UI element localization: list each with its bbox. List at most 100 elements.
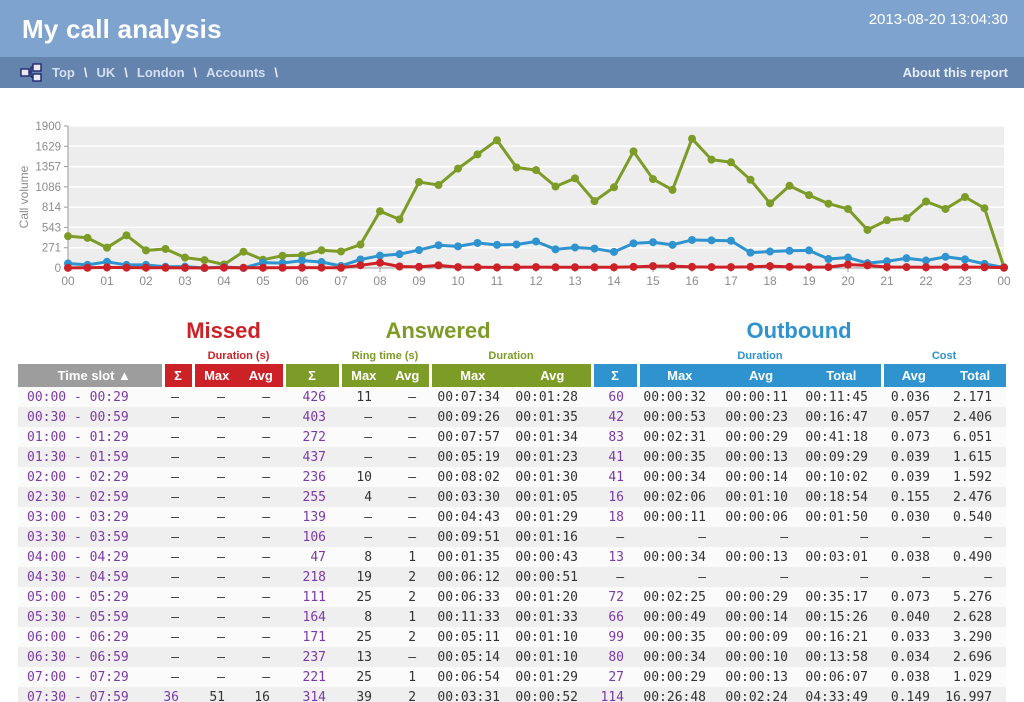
svg-text:01: 01 xyxy=(100,274,114,288)
column-missed-sum[interactable]: Σ xyxy=(163,364,193,387)
column-outbound-sum[interactable]: Σ xyxy=(592,364,638,387)
breadcrumb-link[interactable]: Accounts xyxy=(206,65,265,80)
time-slot-link[interactable]: 02:30 - 02:59 xyxy=(18,487,163,507)
sum-value-link[interactable]: 27 xyxy=(592,667,638,687)
time-slot-link[interactable]: 04:30 - 04:59 xyxy=(18,567,163,587)
sum-value-link[interactable]: 403 xyxy=(284,407,340,427)
time-slot-link[interactable]: 05:30 - 05:59 xyxy=(18,607,163,627)
group-title-missed: Missed xyxy=(163,315,284,347)
about-report-link[interactable]: About this report xyxy=(903,65,1008,80)
sum-value-link[interactable]: 111 xyxy=(284,587,340,607)
sum-value-link[interactable]: 272 xyxy=(284,427,340,447)
time-slot-link[interactable]: 01:30 - 01:59 xyxy=(18,447,163,467)
column-missed-avg[interactable]: Avg xyxy=(239,364,284,387)
table-cell: 0.057 xyxy=(882,407,944,427)
sum-value-link[interactable]: 171 xyxy=(284,627,340,647)
sum-value-link[interactable]: 164 xyxy=(284,607,340,627)
time-slot-link[interactable]: 04:00 - 04:29 xyxy=(18,547,163,567)
table-cell: – xyxy=(882,527,944,547)
sum-value-link[interactable]: 237 xyxy=(284,647,340,667)
table-cell: – xyxy=(638,567,720,587)
time-slot-link[interactable]: 05:00 - 05:29 xyxy=(18,587,163,607)
table-cell: 00:00:51 xyxy=(514,567,592,587)
sum-value-link[interactable]: 16 xyxy=(592,487,638,507)
time-slot-link[interactable]: 00:00 - 00:29 xyxy=(18,387,163,407)
table-cell: 2.171 xyxy=(944,387,1006,407)
table-cell: – xyxy=(163,627,193,647)
table-row: 03:00 - 03:29–––139––00:04:4300:01:29180… xyxy=(18,507,1006,527)
sum-value-link[interactable]: 60 xyxy=(592,387,638,407)
svg-text:10: 10 xyxy=(451,274,465,288)
table-cell: 00:06:07 xyxy=(802,667,882,687)
sum-value-link[interactable]: 18 xyxy=(592,507,638,527)
breadcrumb-link[interactable]: UK xyxy=(96,65,115,80)
table-cell: 8 xyxy=(340,607,386,627)
sum-value-link[interactable]: 99 xyxy=(592,627,638,647)
sum-value-link[interactable]: 139 xyxy=(284,507,340,527)
sum-value-link[interactable]: 36 xyxy=(163,687,193,702)
table-cell: 0.038 xyxy=(882,667,944,687)
column-cost-avg[interactable]: Avg xyxy=(882,364,944,387)
time-slot-link[interactable]: 07:00 - 07:29 xyxy=(18,667,163,687)
column-out-dur-max[interactable]: Max xyxy=(638,364,720,387)
time-slot-link[interactable]: 03:30 - 03:59 xyxy=(18,527,163,547)
svg-text:06: 06 xyxy=(295,274,309,288)
sum-value-link[interactable]: 83 xyxy=(592,427,638,447)
sum-value-link[interactable]: 437 xyxy=(284,447,340,467)
sum-value-link[interactable]: 80 xyxy=(592,647,638,667)
table-row: 05:00 - 05:29–––11125200:06:3300:01:2072… xyxy=(18,587,1006,607)
time-slot-link[interactable]: 06:00 - 06:29 xyxy=(18,627,163,647)
table-cell: 0.155 xyxy=(882,487,944,507)
sum-value-link[interactable]: 47 xyxy=(284,547,340,567)
sum-value-link[interactable]: 66 xyxy=(592,607,638,627)
table-cell: – xyxy=(163,467,193,487)
table-row: 03:30 - 03:59–––106––00:09:5100:01:16–––… xyxy=(18,527,1006,547)
sum-value-link[interactable]: 426 xyxy=(284,387,340,407)
column-ring-max[interactable]: Max xyxy=(340,364,386,387)
sum-value-link[interactable]: 255 xyxy=(284,487,340,507)
time-slot-link[interactable]: 02:00 - 02:29 xyxy=(18,467,163,487)
sum-value-link[interactable]: 42 xyxy=(592,407,638,427)
time-slot-link[interactable]: 07:30 - 07:59 xyxy=(18,687,163,702)
column-ans-dur-max[interactable]: Max xyxy=(430,364,514,387)
table-cell: – xyxy=(882,567,944,587)
table-cell: 00:01:20 xyxy=(514,587,592,607)
table-cell: 0.540 xyxy=(944,507,1006,527)
sum-value-link[interactable]: 13 xyxy=(592,547,638,567)
sum-value-link[interactable]: 72 xyxy=(592,587,638,607)
time-slot-link[interactable]: 01:00 - 01:29 xyxy=(18,427,163,447)
column-out-dur-total[interactable]: Total xyxy=(802,364,882,387)
sum-value-link[interactable]: 221 xyxy=(284,667,340,687)
breadcrumb-link[interactable]: London xyxy=(137,65,185,80)
time-slot-link[interactable]: 06:30 - 06:59 xyxy=(18,647,163,667)
column-time-slot[interactable]: Time slot ▲ xyxy=(18,364,163,387)
table-cell: 00:01:16 xyxy=(514,527,592,547)
table-cell: – xyxy=(193,467,239,487)
sum-value-link[interactable]: 41 xyxy=(592,467,638,487)
sum-value-link[interactable]: 114 xyxy=(592,687,638,702)
table-cell: 00:08:02 xyxy=(430,467,514,487)
table-cell: – xyxy=(386,387,430,407)
column-answered-sum[interactable]: Σ xyxy=(284,364,340,387)
table-cell: – xyxy=(193,587,239,607)
y-axis-label: Call volume xyxy=(17,165,31,228)
sum-value-link[interactable]: 314 xyxy=(284,687,340,702)
time-slot-link[interactable]: 00:30 - 00:59 xyxy=(18,407,163,427)
time-slot-link[interactable]: 03:00 - 03:29 xyxy=(18,507,163,527)
breadcrumb-separator: \ xyxy=(194,65,198,80)
svg-text:02: 02 xyxy=(139,274,153,288)
column-ans-dur-avg[interactable]: Avg xyxy=(514,364,592,387)
sum-value-link[interactable]: 41 xyxy=(592,447,638,467)
column-ring-avg[interactable]: Avg xyxy=(386,364,430,387)
table-cell: 00:16:21 xyxy=(802,627,882,647)
sum-value-link[interactable]: 106 xyxy=(284,527,340,547)
chart-svg: 0271543814108613571629190000010203040506… xyxy=(0,106,1024,306)
column-out-dur-avg[interactable]: Avg xyxy=(720,364,802,387)
sum-value-link[interactable]: 236 xyxy=(284,467,340,487)
breadcrumb-link[interactable]: Top xyxy=(52,65,75,80)
table-cell: 00:00:43 xyxy=(514,547,592,567)
column-missed-max[interactable]: Max xyxy=(193,364,239,387)
column-cost-total[interactable]: Total xyxy=(944,364,1006,387)
table-cell: 51 xyxy=(193,687,239,702)
sum-value-link[interactable]: 218 xyxy=(284,567,340,587)
